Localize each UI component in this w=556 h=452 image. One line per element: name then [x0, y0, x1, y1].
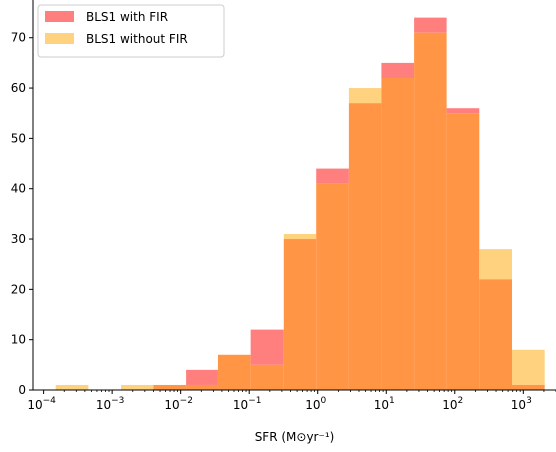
histogram-bar-overlap [381, 78, 415, 390]
x-tick-label: 103 [511, 396, 532, 412]
histogram-bar [55, 384, 89, 390]
histogram-bar-overlap [153, 384, 187, 390]
histogram-bar [512, 349, 545, 385]
x-tick-label: 10−3 [96, 396, 125, 412]
histogram-bar-overlap [250, 364, 284, 390]
y-tick-label: 0 [18, 383, 26, 397]
histogram-bar-overlap [446, 113, 480, 391]
y-tick-label: 70 [11, 31, 26, 45]
histogram-bar-overlap [217, 354, 251, 390]
histogram-bar-overlap [512, 384, 545, 390]
y-tick-label: 50 [11, 131, 26, 145]
histogram-bar-overlap [283, 239, 317, 390]
histogram-bar [479, 249, 513, 280]
histogram-bar-overlap [348, 103, 382, 391]
y-tick-label: 20 [11, 282, 26, 296]
x-tick-label: 100 [305, 396, 326, 412]
y-tick-label: 60 [11, 81, 26, 95]
histogram-bar [250, 329, 284, 365]
histogram-bar [283, 234, 317, 240]
histogram-bar [121, 384, 154, 390]
y-tick-label: 40 [11, 182, 26, 196]
axes-layer [32, 0, 556, 391]
histogram-bar [414, 17, 447, 33]
bars-layer [55, 17, 545, 391]
x-tick-label: 10−2 [164, 396, 193, 412]
x-tick-label: 102 [442, 396, 463, 412]
x-tick-label: 101 [374, 396, 395, 412]
x-tick-label: 10−4 [27, 396, 56, 412]
y-tick-label: 30 [11, 232, 26, 246]
legend-label: BLS1 with FIR [86, 10, 168, 24]
legend: BLS1 with FIR BLS1 without FIR [37, 4, 225, 58]
histogram-bar [186, 369, 218, 385]
histogram-bar-overlap [316, 183, 349, 390]
histogram-bar [316, 168, 349, 184]
histogram-bar-overlap [186, 384, 218, 390]
x-tick-label: 10−1 [233, 396, 262, 412]
legend-box [37, 4, 225, 58]
x-axis-label: SFR (M⊙yr⁻¹) [255, 430, 335, 444]
y-tick-label: 10 [11, 333, 26, 347]
ticks-layer: 0 10 20 30 40 50 60 70 10−4 10−3 10−2 10−1 100 101 102… [11, 31, 556, 412]
histogram-bar-overlap [479, 279, 513, 390]
histogram-bar [381, 62, 415, 78]
legend-label: BLS1 without FIR [86, 32, 188, 46]
histogram-bar [348, 88, 382, 104]
legend-swatch [45, 11, 74, 22]
legend-swatch [45, 33, 74, 44]
histogram-bar [446, 108, 480, 114]
histogram-bar-overlap [414, 32, 447, 390]
